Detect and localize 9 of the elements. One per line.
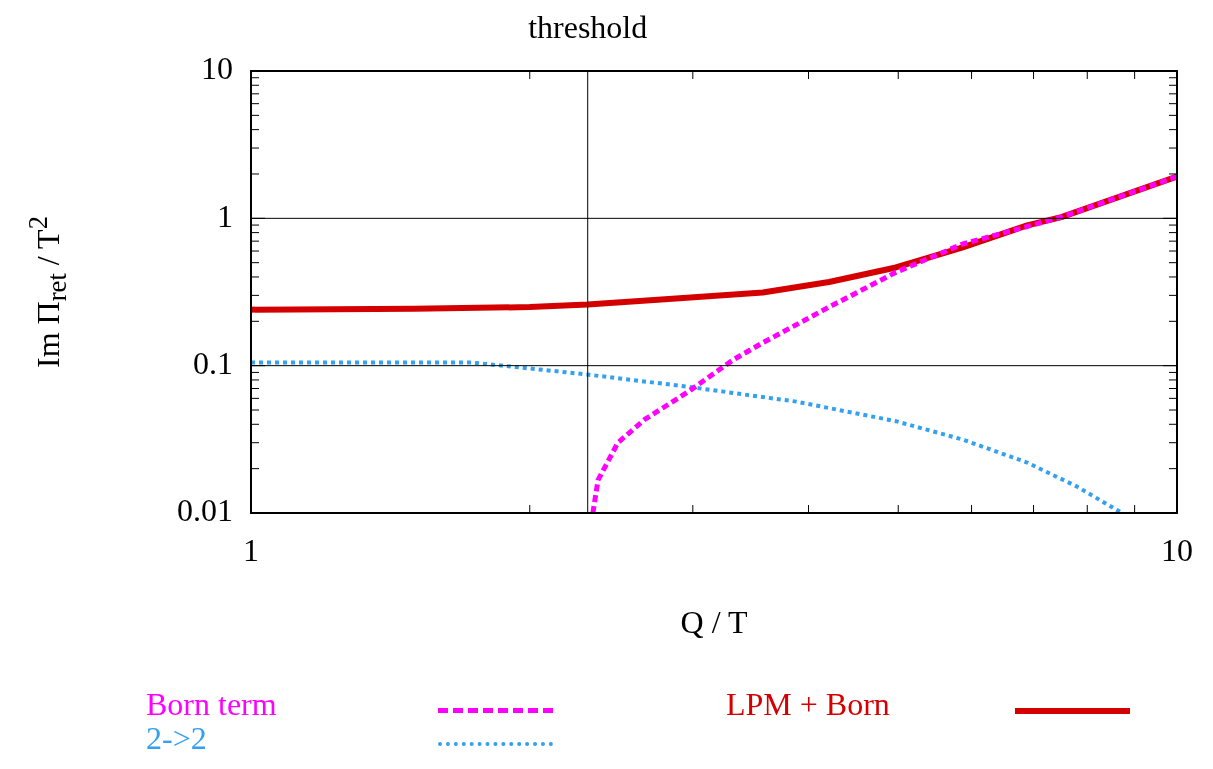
- ref-line-label: threshold: [528, 9, 648, 46]
- y-tick-label: 0.1: [193, 345, 233, 382]
- text: LPM + Born: [726, 686, 890, 723]
- y-tick-label: 0.01: [177, 492, 233, 529]
- x-axis-title: Q / T: [680, 604, 748, 641]
- text: Born term: [146, 686, 277, 723]
- text: 2->2: [146, 720, 207, 757]
- y-tick-label: 10: [201, 50, 233, 87]
- y-tick-label: 1: [217, 197, 233, 234]
